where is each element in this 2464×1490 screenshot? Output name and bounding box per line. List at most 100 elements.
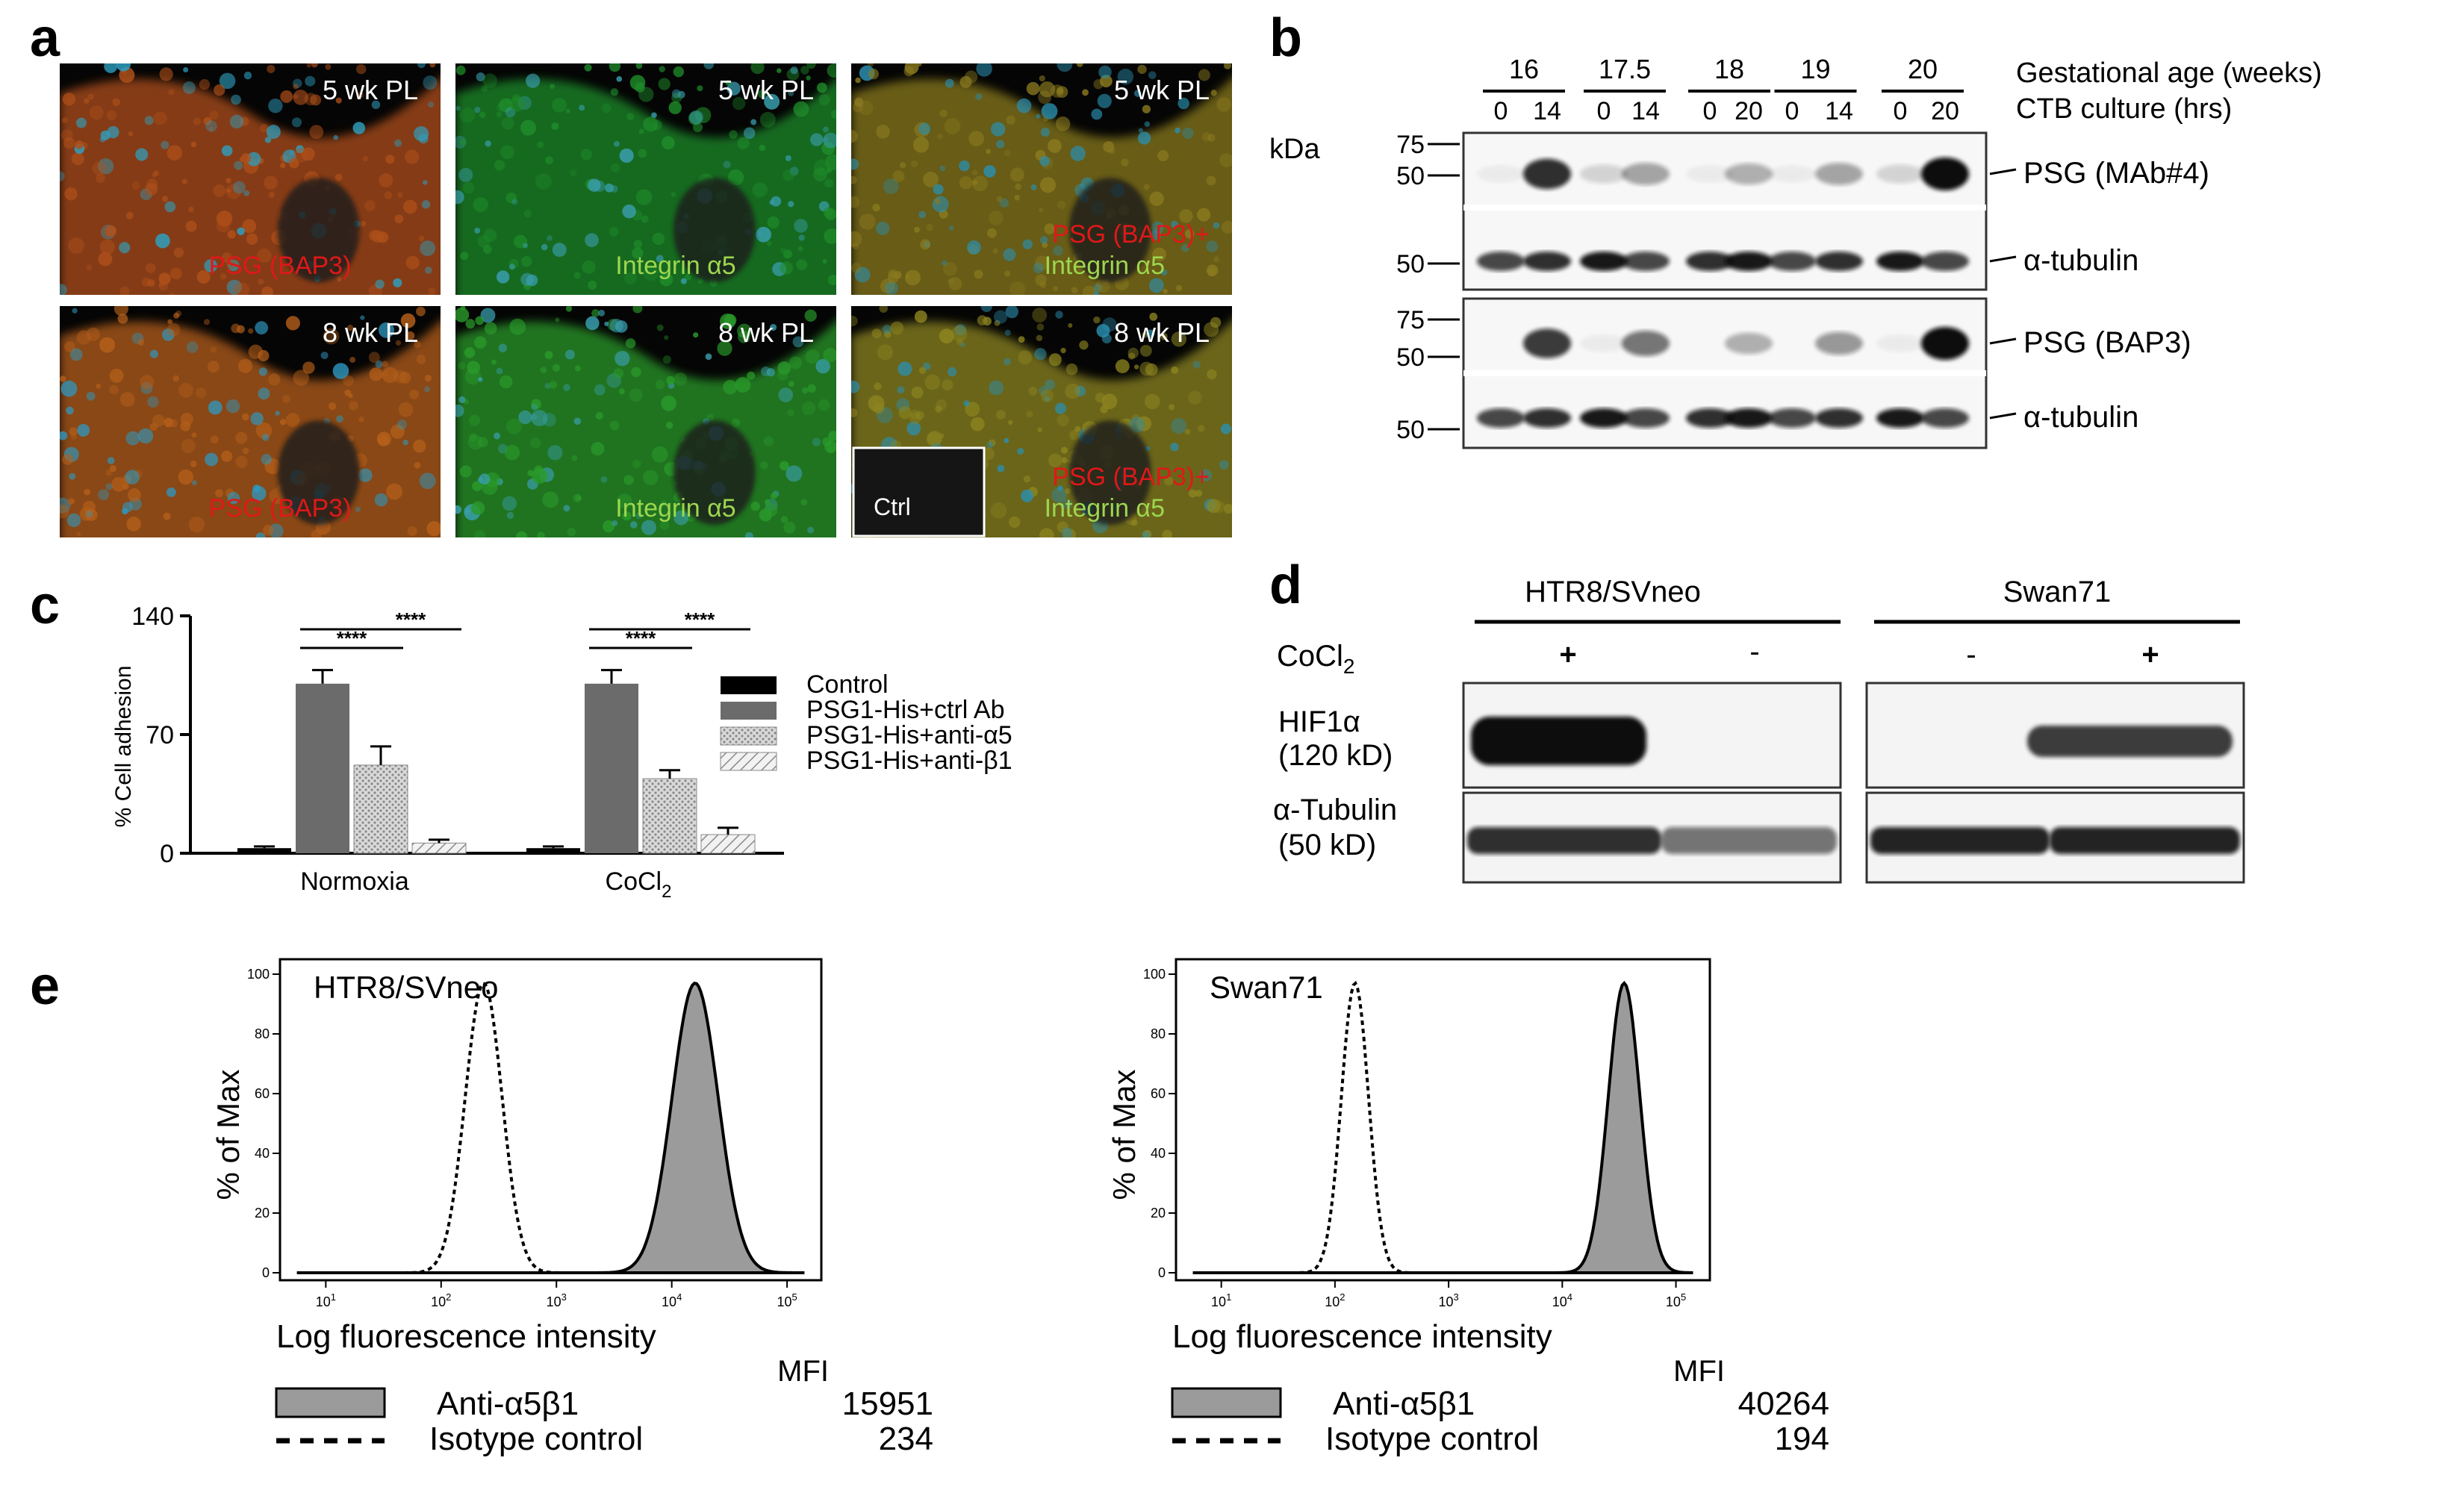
- ctrl-inset-label: Ctrl: [874, 493, 911, 520]
- blot-band: [1725, 252, 1773, 271]
- tile-title: 5 wk PL: [718, 75, 814, 105]
- bar: [353, 764, 408, 854]
- isotype-histogram: [296, 981, 805, 1274]
- gestational-age-value: 20: [1908, 54, 1938, 84]
- culture-hours: 0: [1785, 97, 1799, 125]
- cocl2-treatment-label: CoCl2: [1277, 640, 1354, 678]
- y-tick-label: 80: [255, 1026, 270, 1041]
- blot-band: [1815, 252, 1863, 271]
- tile-title: 8 wk PL: [323, 317, 418, 348]
- legend-label: Isotype control: [1325, 1421, 1539, 1457]
- legend-swatch-filled: [275, 1387, 386, 1418]
- cell-line-swan71: Swan71: [2003, 576, 2112, 608]
- kda-marker: 50: [1396, 250, 1425, 278]
- plot-frame: [1175, 958, 1711, 1282]
- mfi-value: 234: [879, 1421, 933, 1457]
- x-tick-label: 102: [431, 1291, 451, 1309]
- culture-hours: 20: [1735, 97, 1763, 125]
- y-tick-label: 60: [255, 1086, 270, 1101]
- x-tick-label: 103: [1438, 1291, 1458, 1309]
- blot-band: [1686, 408, 1734, 428]
- tubulin-band: [1870, 827, 2050, 854]
- blot-band: [1477, 252, 1525, 271]
- blot-band: [1477, 408, 1525, 428]
- blot-band: [1523, 408, 1571, 428]
- hif-kd: (120 kD): [1278, 739, 1393, 772]
- blot-band: [1622, 163, 1670, 185]
- y-tick-label: 20: [1151, 1206, 1166, 1221]
- histogram-ylabel: % of Max: [211, 1069, 246, 1200]
- blot-band: [1768, 252, 1816, 271]
- band-pointer: [1989, 255, 2017, 263]
- tissue-texture: [60, 306, 441, 537]
- tissue-texture: [851, 63, 1232, 295]
- culture-hours: 0: [1597, 97, 1611, 125]
- cocl2-sub: 2: [662, 882, 671, 902]
- panel-d-letter: d: [1269, 555, 1302, 615]
- blot-band: [1622, 252, 1670, 271]
- ctrl-inset: [852, 446, 986, 537]
- culture-hours: 0: [1894, 97, 1908, 125]
- band-pointer: [1989, 168, 2017, 175]
- blot-band: [1523, 158, 1571, 190]
- legend-label: Anti-α5β1: [1333, 1385, 1475, 1422]
- bar: [411, 842, 467, 854]
- y-tick-label: 100: [247, 967, 270, 982]
- micrograph-tile: 5 wk PL PSG (BAP3)+ Integrin α5: [851, 63, 1232, 295]
- bar: [296, 683, 349, 853]
- x-tick-label: 102: [1325, 1291, 1345, 1309]
- y-tick-label: 70: [146, 721, 174, 749]
- tile-stain-label: Integrin α5: [615, 494, 735, 523]
- tubulin-band: [1467, 827, 1661, 854]
- panel-e-letter: e: [30, 956, 60, 1016]
- tile-stain-label: PSG (BAP3): [209, 494, 352, 523]
- culture-hours: 14: [1533, 97, 1561, 125]
- histogram-title: HTR8/SVneo: [314, 970, 498, 1005]
- bar: [700, 834, 756, 854]
- gestational-age-label: Gestational age (weeks): [2016, 57, 2322, 89]
- treatment-main: CoCl: [1277, 640, 1343, 673]
- legend-swatch: [721, 702, 777, 720]
- gestational-age-value: 17.5: [1599, 54, 1651, 84]
- culture-hours: 0: [1703, 97, 1717, 125]
- x-tick-label: 104: [662, 1291, 682, 1309]
- blot-band: [1622, 408, 1670, 428]
- flow-histogram: 0 20 40 60 80 100 101 102 103 104 105 Swan71 % of Ma…: [1107, 958, 1829, 1457]
- blot-band: [1815, 408, 1863, 428]
- blot-band: [1622, 330, 1670, 357]
- y-tick-label: 60: [1151, 1086, 1166, 1101]
- bar: [237, 848, 291, 853]
- blot-band: [1876, 252, 1924, 271]
- gestational-age-value: 19: [1800, 54, 1830, 84]
- kda-marker: 50: [1396, 162, 1425, 190]
- x-tick-label: 103: [547, 1291, 567, 1309]
- culture-hours: 0: [1494, 97, 1508, 125]
- significance-stars: ****: [685, 608, 715, 631]
- culture-hours: 20: [1931, 97, 1959, 125]
- legend-label: PSG1-His+anti-α5: [806, 721, 1012, 749]
- category-normoxia: Normoxia: [300, 867, 409, 896]
- culture-hours: 14: [1631, 97, 1660, 125]
- blot-band: [1768, 408, 1816, 428]
- anti-a5b1-histogram: [296, 982, 805, 1274]
- category-cocl2: CoCl2: [606, 867, 672, 902]
- blot-band: [1725, 163, 1773, 185]
- mfi-header: MFI: [777, 1355, 829, 1388]
- micrograph-tile: 5 wk PL PSG (BAP3): [60, 63, 441, 295]
- legend-label: PSG1-His+ctrl Ab: [806, 696, 1004, 724]
- tile-stain-label: PSG (BAP3)+: [1052, 463, 1210, 491]
- bar: [585, 683, 638, 853]
- blot-band: [1686, 165, 1734, 183]
- blot-band: [1768, 165, 1816, 183]
- culture-hours: 14: [1825, 97, 1853, 125]
- legend-swatch-filled: [1171, 1387, 1282, 1418]
- blot-band: [1921, 252, 1969, 271]
- blot-band: [1876, 164, 1924, 184]
- mfi-header: MFI: [1673, 1355, 1725, 1388]
- histogram-xlabel: Log fluorescence intensity: [276, 1318, 656, 1355]
- blot-band: [1686, 252, 1734, 271]
- legend-label: PSG1-His+anti-β1: [806, 746, 1012, 775]
- band-pointer: [1989, 337, 2017, 345]
